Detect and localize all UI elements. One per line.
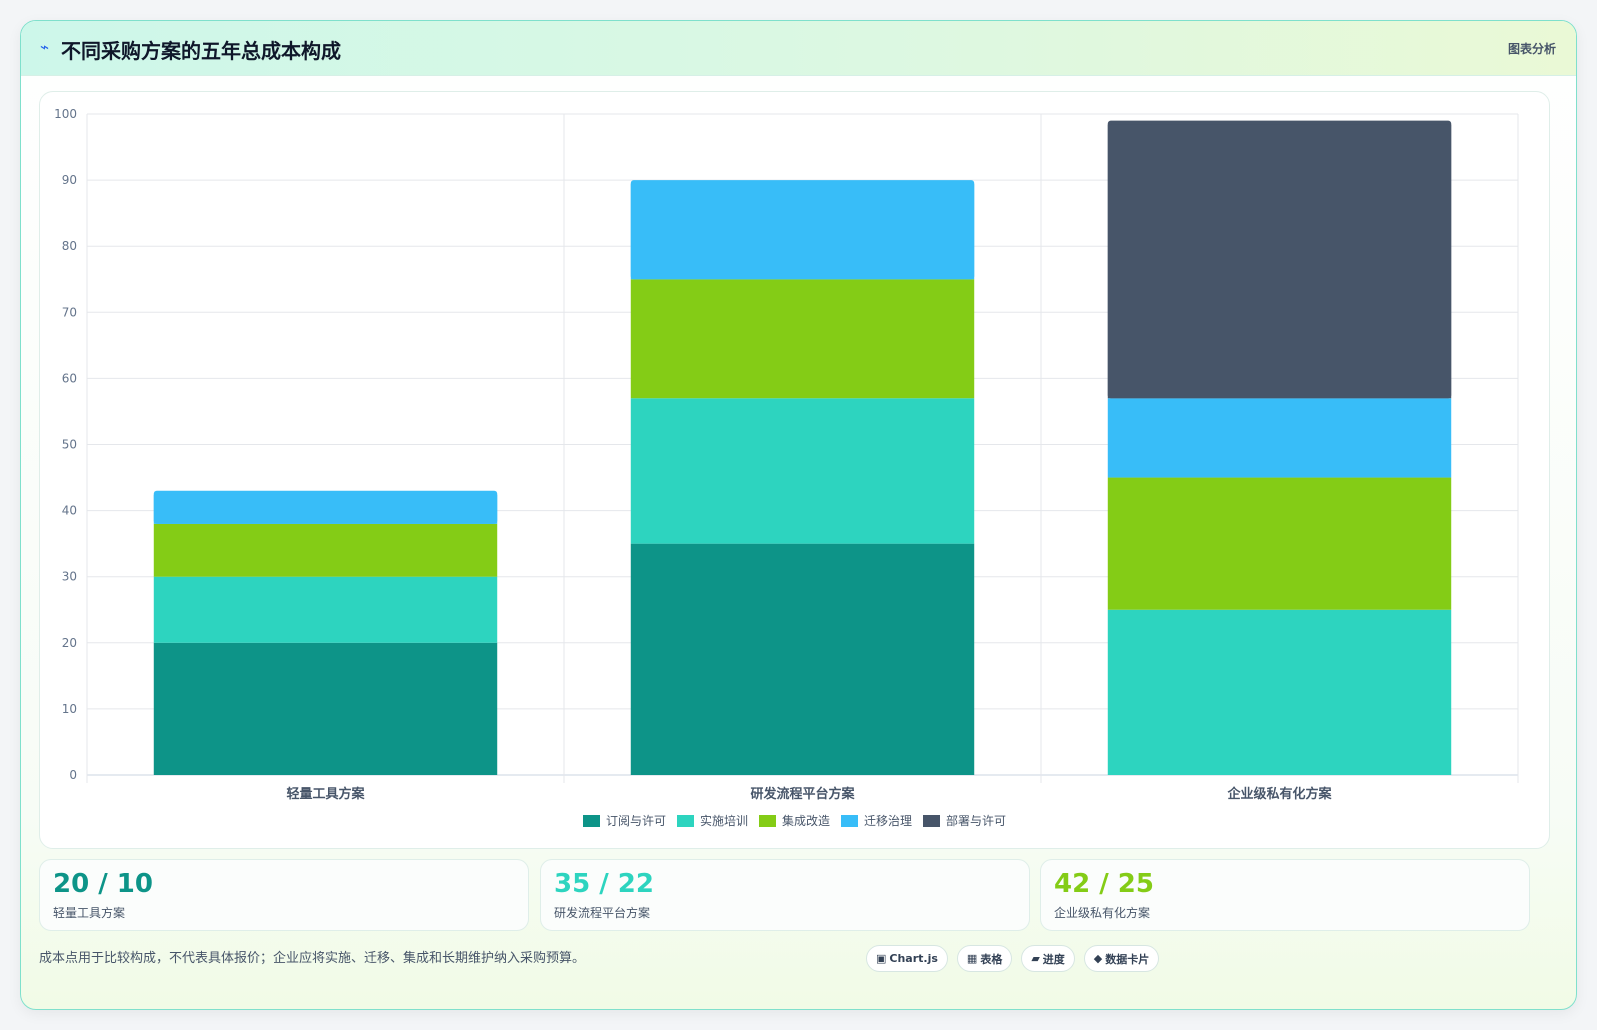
stat-label: 研发流程平台方案 — [554, 906, 651, 920]
chart-card: 0 10 20 30 40 50 60 70 80 90 100 轻量工具方案 研发流程平台方案 企业级私… — [39, 91, 1550, 849]
chart-panel: ⌁ 不同采购方案的五年总成本构成 图表分析 0 10 20 30 40 50 60 70 80 9… — [20, 20, 1577, 1010]
stat-value: 42 / 25 — [1054, 869, 1154, 899]
bar-segment[interactable] — [153, 642, 498, 775]
y-tick-label: 40 — [62, 504, 77, 518]
bar-segment[interactable] — [1107, 477, 1452, 610]
stat-value: 20 / 10 — [53, 869, 153, 899]
legend-item[interactable]: 订阅与许可 — [582, 812, 666, 829]
chip-icon: ▦ — [966, 952, 978, 965]
y-tick-label: 20 — [62, 636, 77, 650]
legend-swatch — [676, 814, 694, 827]
stat-label: 企业级私有化方案 — [1054, 906, 1151, 920]
y-tick-label: 0 — [69, 768, 77, 782]
legend-item[interactable]: 实施培训 — [676, 812, 748, 829]
chart-analysis-tag[interactable]: 图表分析 — [1507, 42, 1556, 56]
y-tick-label: 100 — [54, 107, 77, 121]
x-tick-label: 轻量工具方案 — [286, 786, 365, 802]
y-tick-label: 90 — [62, 173, 77, 187]
y-tick-label: 60 — [62, 371, 77, 385]
stacked-bar-chart: 0 10 20 30 40 50 60 70 80 90 100 轻量工具方案 研发流程平台方案 企业级私… — [54, 107, 1519, 802]
legend-swatch — [582, 814, 600, 827]
bar-segment[interactable] — [1107, 609, 1452, 775]
y-tick-label: 30 — [62, 570, 77, 584]
y-tick-label: 10 — [62, 702, 77, 716]
y-tick-label: 70 — [62, 305, 77, 319]
legend-label: 部署与许可 — [946, 814, 1007, 828]
stat-label: 轻量工具方案 — [53, 906, 126, 920]
legend-label: 订阅与许可 — [605, 814, 666, 828]
y-tick-label: 50 — [62, 438, 77, 452]
legend-swatch — [923, 814, 941, 827]
chip-label: Chart.js — [889, 952, 938, 965]
legend-label: 迁移治理 — [864, 814, 913, 828]
bar-segment[interactable] — [630, 398, 975, 544]
feature-chip[interactable]: ◆ 数据卡片 — [1083, 945, 1160, 972]
stat-card-light-tool: 20 / 10 轻量工具方案 — [39, 859, 529, 931]
chip-icon: ▣ — [876, 952, 887, 965]
feature-chip[interactable]: ▦ 表格 — [956, 945, 1013, 972]
bar-segment[interactable] — [153, 523, 498, 577]
y-tick-label: 80 — [62, 239, 77, 253]
bar-segment-fill — [153, 494, 498, 524]
x-tick-label: 研发流程平台方案 — [750, 786, 855, 802]
stat-card-rd-platform: 35 / 22 研发流程平台方案 — [540, 859, 1030, 931]
chip-label: 数据卡片 — [1105, 952, 1150, 966]
feature-chip[interactable]: ▰ 进度 — [1021, 945, 1075, 972]
chip-label: 表格 — [980, 952, 1003, 966]
legend-swatch — [758, 814, 776, 827]
chip-label: 进度 — [1042, 952, 1065, 966]
bar-segment[interactable] — [1107, 398, 1452, 478]
legend-item[interactable]: 迁移治理 — [841, 812, 912, 829]
legend-swatch — [841, 814, 858, 827]
feature-chips: ▣ Chart.js ▦ 表格 ▰ 进度 ◆ 数据卡片 — [866, 945, 1160, 972]
footer-note: 成本点用于比较构成，不代表具体报价；企业应将实施、迁移、集成和长期维护纳入采购预… — [39, 951, 586, 966]
stat-value: 35 / 22 — [554, 869, 654, 899]
x-tick-label: 企业级私有化方案 — [1226, 786, 1332, 802]
legend-label: 实施培训 — [699, 814, 748, 828]
panel-header: ⌁ 不同采购方案的五年总成本构成 图表分析 — [21, 21, 1576, 76]
feature-chip[interactable]: ▣ Chart.js — [866, 945, 948, 972]
bar-segment[interactable] — [630, 543, 975, 775]
legend-label: 集成改造 — [781, 814, 830, 828]
chip-icon: ◆ — [1093, 952, 1103, 965]
bar-segment[interactable] — [153, 576, 498, 643]
chip-icon: ▰ — [1031, 952, 1040, 965]
legend-item[interactable]: 部署与许可 — [923, 812, 1006, 829]
chart-legend: 订阅与许可 实施培训 集成改造 迁移治理 部署与许可 — [40, 812, 1549, 829]
bar-segment-fill — [1107, 124, 1452, 399]
legend-item[interactable]: 集成改造 — [758, 812, 830, 829]
page-title: 不同采购方案的五年总成本构成 — [61, 39, 341, 63]
stat-card-enterprise-private: 42 / 25 企业级私有化方案 — [1040, 859, 1530, 931]
bar-segment-fill — [630, 184, 975, 280]
bar-segment[interactable] — [630, 279, 975, 399]
bolt-icon: ⌁ — [40, 38, 50, 56]
